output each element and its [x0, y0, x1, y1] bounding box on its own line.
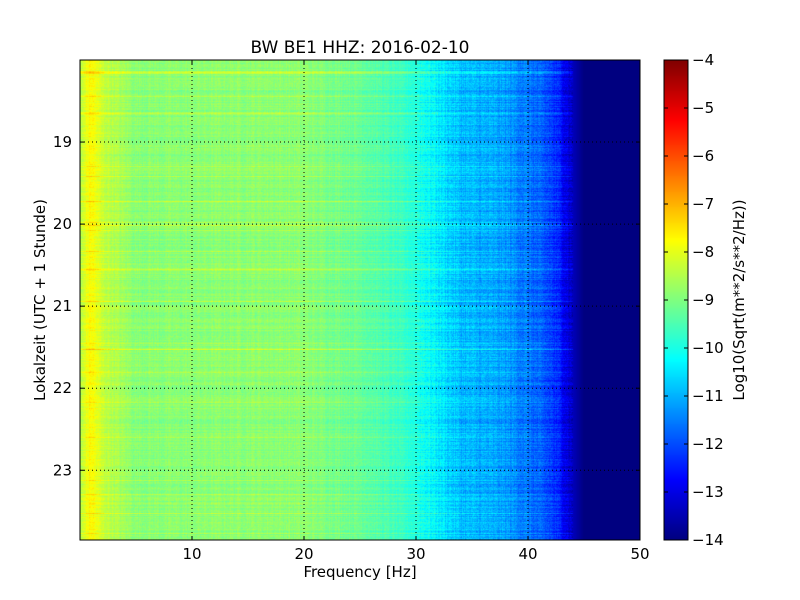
y-tick-label: 22: [53, 379, 72, 397]
colorbar-tick-label: −10: [692, 339, 724, 357]
x-tick-label: 40: [518, 545, 537, 563]
colorbar-tick-label: −7: [692, 195, 714, 213]
colorbar-tick-label: −9: [692, 291, 714, 309]
colorbar-tick-label: −4: [692, 51, 714, 69]
spectrogram-heatmap: [80, 60, 640, 540]
y-tick-label: 21: [53, 297, 72, 315]
colorbar-tick-label: −8: [692, 243, 714, 261]
chart-title: BW BE1 HHZ: 2016-02-10: [250, 38, 469, 58]
colorbar-tick-label: −13: [692, 483, 724, 501]
y-axis-label: Lokalzeit (UTC + 1 Stunde): [31, 199, 49, 401]
x-tick-label: 20: [294, 545, 313, 563]
colorbar-tick-label: −14: [692, 531, 724, 549]
colorbar-tick-label: −11: [692, 387, 724, 405]
colorbar-tick-label: −12: [692, 435, 724, 453]
y-axis-ticks: 19 20 21 22 23: [53, 133, 640, 479]
x-tick-label: 10: [182, 545, 201, 563]
y-tick-label: 20: [53, 215, 72, 233]
x-tick-label: 30: [406, 545, 425, 563]
colorbar-ticks: −4 −5 −6 −7 −8 −9 −10 −11 −12 −13 −14: [664, 51, 724, 549]
colorbar: −4 −5 −6 −7 −8 −9 −10 −11 −12 −13 −14: [663, 51, 724, 549]
y-tick-label: 19: [53, 133, 72, 151]
grid-lines: [80, 60, 640, 540]
colorbar-label: Log10(Sqrt(m**2/s**2/Hz)): [730, 199, 748, 400]
x-tick-label: 50: [630, 545, 649, 563]
x-axis-ticks: 10 20 30 40 50: [182, 60, 650, 563]
colorbar-tick-label: −6: [692, 147, 714, 165]
plot-area: 10 20 30 40 50 19 20 21 22 23: [53, 59, 650, 563]
plot-frame: [79, 59, 641, 541]
y-tick-label: 23: [53, 461, 72, 479]
colorbar-tick-label: −5: [692, 99, 714, 117]
x-axis-label: Frequency [Hz]: [303, 563, 416, 581]
